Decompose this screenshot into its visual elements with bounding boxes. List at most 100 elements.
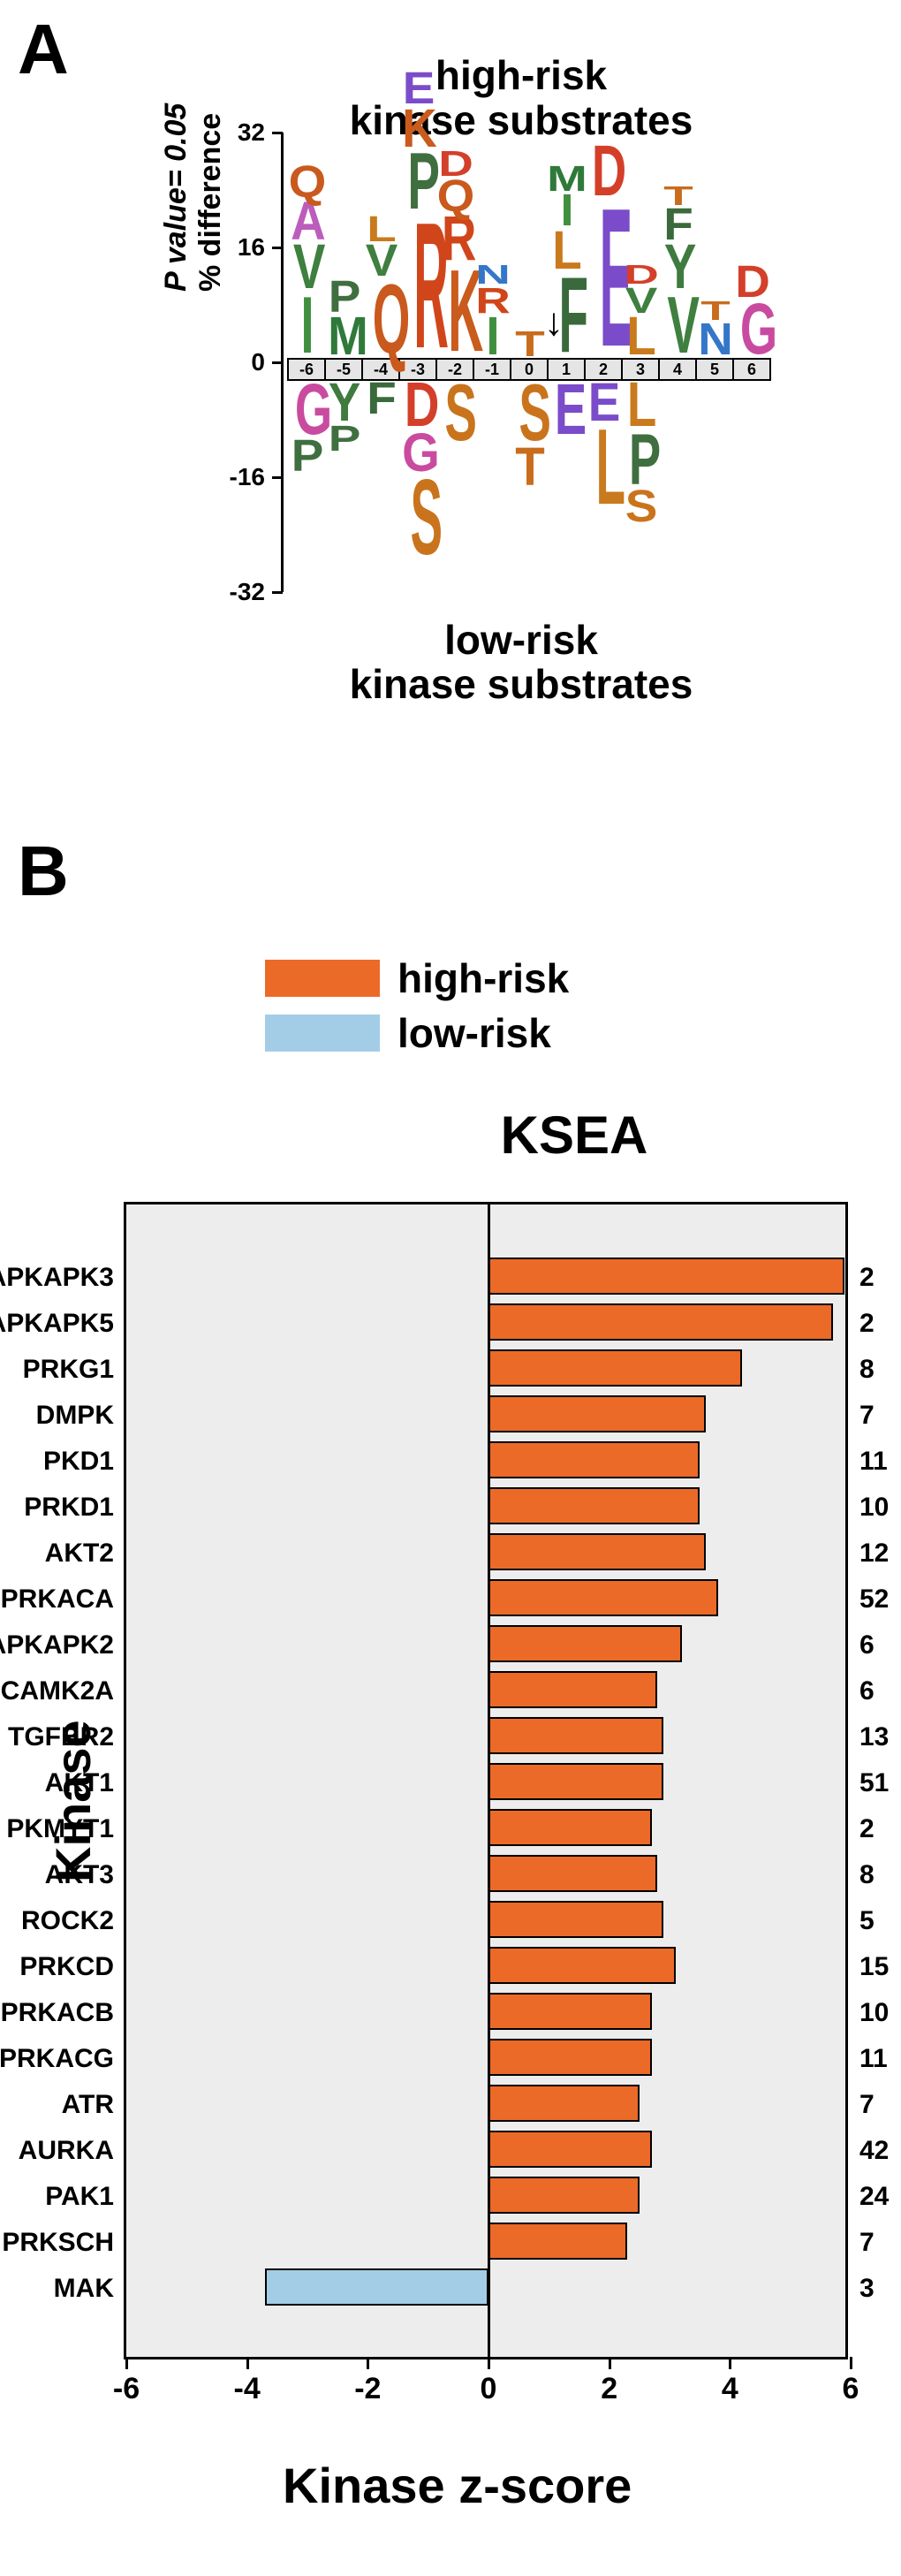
- count-label: 15: [859, 1952, 889, 1982]
- aa-letter: T: [513, 445, 547, 489]
- bar: [488, 1441, 700, 1478]
- aa-letter: Q: [373, 279, 391, 358]
- kinase-label: ATR: [0, 2090, 114, 2120]
- aa-letter: N: [695, 322, 735, 358]
- bar-row: PRKACG11: [126, 2036, 845, 2082]
- legend-label-low: low-risk: [398, 1009, 551, 1057]
- aa-letter: D: [431, 149, 481, 179]
- aa-letter: F: [658, 207, 698, 243]
- count-label: 7: [859, 2228, 874, 2258]
- logo-column: ED: [586, 142, 623, 358]
- logo-column: LPS: [623, 381, 660, 525]
- count-label: 52: [859, 1584, 889, 1615]
- bar-row: ROCK25: [126, 1898, 845, 1944]
- bar: [488, 1579, 718, 1616]
- count-label: 10: [859, 1493, 889, 1523]
- x-tick: [609, 2357, 611, 2369]
- count-label: 10: [859, 1998, 889, 2028]
- logo-column: RPKE: [400, 71, 437, 358]
- count-label: 2: [859, 1263, 874, 1293]
- kinase-label: ROCK2: [0, 1906, 114, 1936]
- y-tick-label: -32: [221, 578, 265, 606]
- aa-letter: M: [542, 164, 593, 194]
- x-tick-label: 0: [481, 2372, 497, 2406]
- bar-plot: -6-4-20246 MAPKAPK32MAPKAPK52PRKG18DMPK7…: [124, 1202, 848, 2359]
- y-tick: [272, 247, 283, 249]
- bar-row: MAPKAPK52: [126, 1301, 845, 1347]
- count-label: 51: [859, 1768, 889, 1798]
- y-tick-label: 0: [221, 348, 265, 376]
- kinase-label: PKMYT1: [0, 1814, 114, 1844]
- logo-column: EL: [586, 381, 623, 510]
- bar-row: PRKACA52: [126, 1577, 845, 1622]
- y-tick-label: 16: [221, 233, 265, 262]
- bar-row: PAK124: [126, 2174, 845, 2220]
- count-label: 13: [859, 1722, 889, 1752]
- aa-letter: R: [468, 286, 519, 315]
- bar-row: CAMK2A6: [126, 1668, 845, 1714]
- count-label: 3: [859, 2274, 874, 2304]
- logo-column: IVAQ: [289, 164, 326, 358]
- panel-b: B high-risk low-risk KSEA Kinase Kinase …: [0, 795, 901, 2576]
- logo-column: E: [549, 381, 586, 438]
- aa-letter: L: [625, 315, 658, 358]
- kinase-label: PRKACA: [0, 1584, 114, 1615]
- legend-swatch-high: [265, 960, 380, 997]
- kinase-label: PRKACG: [0, 2044, 114, 2074]
- bar: [488, 1487, 700, 1524]
- bar-row: MAPKAPK26: [126, 1622, 845, 1668]
- aa-letter: E: [555, 381, 579, 438]
- bar-row: PRKSCH7: [126, 2220, 845, 2266]
- bar: [488, 2039, 652, 2076]
- aa-letter: L: [596, 424, 613, 511]
- bar: [488, 2223, 627, 2260]
- count-label: 2: [859, 1814, 874, 1844]
- kinase-label: AKT2: [0, 1539, 114, 1569]
- x-tick-label: 2: [601, 2372, 617, 2406]
- bar: [488, 1303, 833, 1341]
- arrow-icon: ↓: [544, 300, 564, 345]
- bar-row: PRKG18: [126, 1347, 845, 1393]
- kinase-label: PRKD1: [0, 1493, 114, 1523]
- bar: [488, 2177, 640, 2214]
- count-label: 7: [859, 1401, 874, 1431]
- bar: [488, 1625, 682, 1662]
- count-label: 11: [859, 1447, 888, 1477]
- logo-column: ST: [511, 381, 549, 489]
- bar-row: AKT151: [126, 1760, 845, 1806]
- kinase-label: PKD1: [0, 1447, 114, 1477]
- kinase-label: MAPKAPK5: [0, 1309, 114, 1339]
- aa-letter: S: [621, 489, 661, 525]
- aa-letter: I: [296, 293, 318, 358]
- kinase-label: PRKG1: [0, 1355, 114, 1385]
- kinase-label: MAPKAPK2: [0, 1630, 114, 1660]
- count-label: 6: [859, 1676, 874, 1706]
- bar: [488, 1993, 652, 2030]
- kinase-label: PRKCD: [0, 1952, 114, 1982]
- bar: [488, 1258, 844, 1295]
- bar: [488, 1533, 706, 1570]
- x-tick-label: -6: [113, 2372, 140, 2406]
- bar: [488, 2131, 652, 2168]
- bar-row: TGFBR213: [126, 1714, 845, 1760]
- bar: [488, 1763, 663, 1800]
- logo-column: DGS: [400, 381, 437, 560]
- logo-column: VYFT: [660, 186, 697, 358]
- bar: [488, 1349, 742, 1387]
- kinase-label: MAK: [0, 2274, 114, 2304]
- x-tick: [729, 2357, 731, 2369]
- bar-row: PRKCD15: [126, 1944, 845, 1990]
- aa-letter: G: [740, 300, 765, 358]
- bar: [488, 1717, 663, 1754]
- chart-title: KSEA: [442, 1105, 707, 1166]
- y-tick: [272, 132, 283, 134]
- bar: [265, 2268, 488, 2306]
- logo-column: T: [511, 330, 549, 359]
- kinase-label: DMPK: [0, 1401, 114, 1431]
- aa-letter: E: [398, 71, 438, 107]
- bar: [488, 1671, 657, 1708]
- count-label: 5: [859, 1906, 874, 1936]
- bar: [488, 1947, 676, 1984]
- legend-swatch-low: [265, 1014, 380, 1052]
- kinase-label: PAK1: [0, 2182, 114, 2212]
